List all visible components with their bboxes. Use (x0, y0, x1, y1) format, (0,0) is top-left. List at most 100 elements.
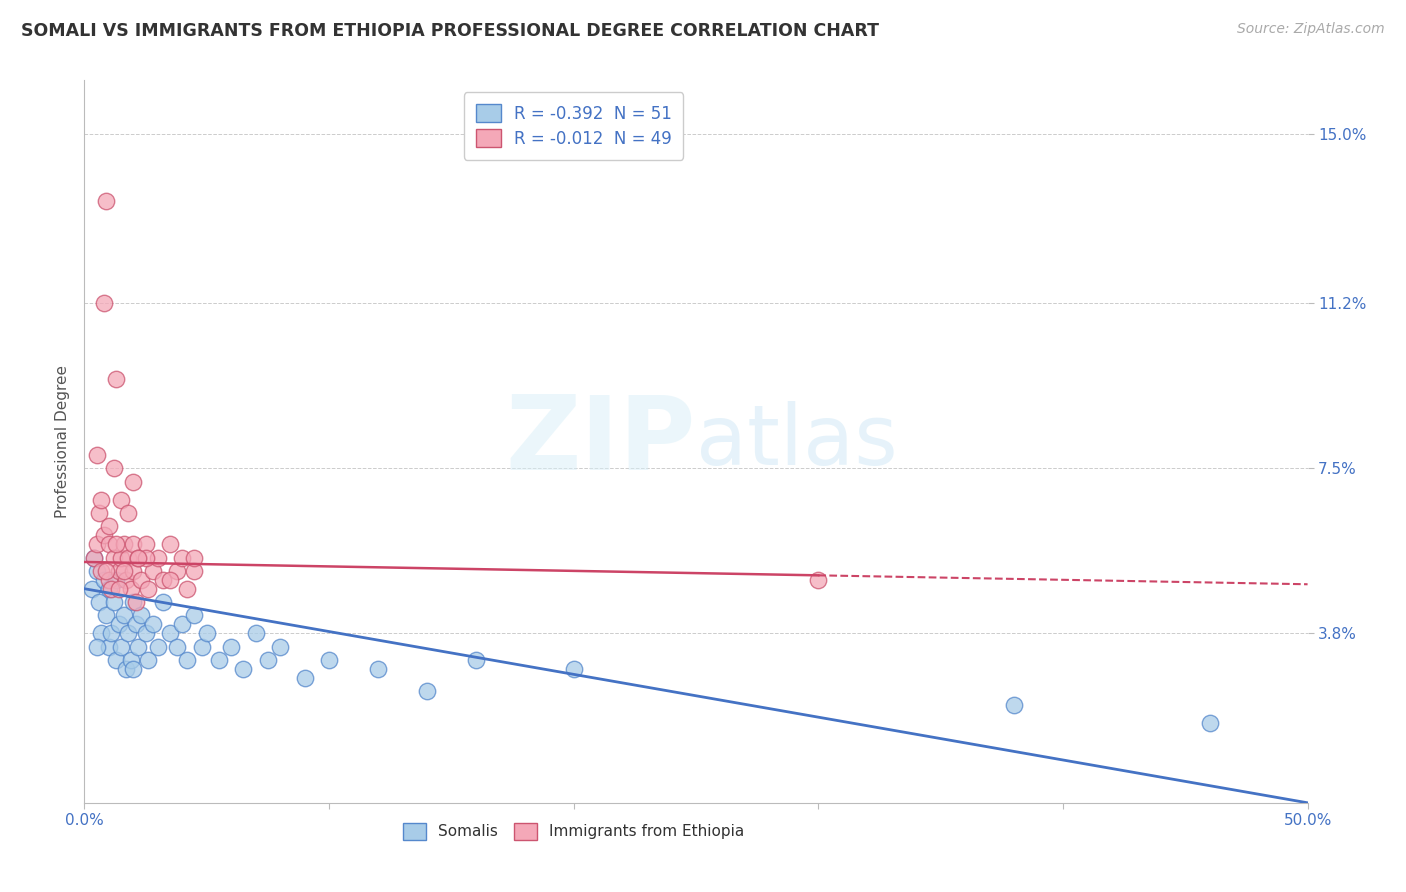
Point (166, 640, 188, 654)
Point (152, 573, 174, 587)
Point (105, 653, 128, 667)
Point (86, 640, 108, 654)
Point (117, 550, 139, 565)
Point (127, 550, 149, 565)
Point (129, 573, 152, 587)
Point (208, 653, 231, 667)
Point (86, 564, 108, 578)
Point (367, 662, 389, 676)
Point (176, 653, 198, 667)
Point (93, 573, 115, 587)
Text: ZIP: ZIP (506, 391, 696, 492)
Text: SOMALI VS IMMIGRANTS FROM ETHIOPIA PROFESSIONAL DEGREE CORRELATION CHART: SOMALI VS IMMIGRANTS FROM ETHIOPIA PROFE… (21, 22, 879, 40)
Point (135, 537, 157, 551)
Point (136, 653, 159, 667)
Point (122, 564, 145, 578)
Point (112, 564, 135, 578)
Point (122, 662, 145, 676)
Point (110, 492, 132, 507)
Point (269, 640, 291, 654)
Point (159, 537, 181, 551)
Point (159, 573, 181, 587)
Point (96, 608, 118, 623)
Point (146, 550, 169, 565)
Point (87, 506, 110, 520)
Point (125, 595, 148, 609)
Point (159, 626, 181, 640)
Point (117, 626, 139, 640)
Point (97, 573, 120, 587)
Point (183, 564, 205, 578)
Point (115, 573, 138, 587)
Point (96, 564, 118, 578)
Point (146, 640, 169, 654)
Point (127, 640, 149, 654)
Point (100, 582, 122, 596)
Point (142, 617, 165, 632)
Point (97, 537, 120, 551)
Y-axis label: Professional Degree: Professional Degree (55, 365, 70, 518)
Point (112, 608, 135, 623)
Point (107, 582, 129, 596)
Point (172, 617, 194, 632)
Point (135, 550, 157, 565)
Point (83, 550, 105, 565)
Point (93, 528, 115, 542)
Point (562, 662, 585, 676)
Point (103, 550, 125, 565)
Point (142, 564, 165, 578)
Point (112, 537, 135, 551)
Point (103, 461, 125, 475)
Point (172, 550, 194, 565)
Point (103, 595, 125, 609)
Point (166, 564, 188, 578)
Point (416, 684, 439, 698)
Point (122, 475, 145, 489)
Point (105, 537, 128, 551)
Text: atlas: atlas (696, 401, 897, 482)
Point (176, 582, 198, 596)
Point (219, 640, 242, 654)
Point (129, 608, 152, 623)
Point (195, 626, 218, 640)
Point (191, 640, 214, 654)
Point (86, 537, 108, 551)
Point (110, 640, 132, 654)
Point (1198, 715, 1220, 730)
Point (97, 519, 120, 533)
Point (125, 617, 148, 632)
Point (464, 653, 486, 667)
Point (96, 194, 118, 208)
Point (97, 582, 120, 596)
Point (117, 506, 139, 520)
Point (245, 626, 267, 640)
Point (90, 564, 112, 578)
Point (93, 296, 115, 310)
Point (122, 537, 145, 551)
Point (115, 662, 138, 676)
Point (120, 582, 142, 596)
Legend: Somalis, Immigrants from Ethiopia: Somalis, Immigrants from Ethiopia (398, 817, 749, 846)
Point (110, 550, 132, 565)
Point (257, 653, 280, 667)
Point (127, 550, 149, 565)
Point (105, 573, 128, 587)
Point (90, 626, 112, 640)
Point (136, 582, 159, 596)
Point (120, 653, 142, 667)
Point (294, 671, 316, 685)
Point (90, 492, 112, 507)
Point (183, 608, 205, 623)
Point (80, 582, 103, 596)
Point (86, 448, 108, 462)
Point (107, 564, 129, 578)
Point (807, 573, 830, 587)
Point (97, 640, 120, 654)
Point (232, 662, 254, 676)
Point (318, 653, 340, 667)
Point (87, 595, 110, 609)
Point (135, 626, 157, 640)
Point (107, 617, 129, 632)
Point (105, 372, 128, 386)
Point (183, 550, 205, 565)
